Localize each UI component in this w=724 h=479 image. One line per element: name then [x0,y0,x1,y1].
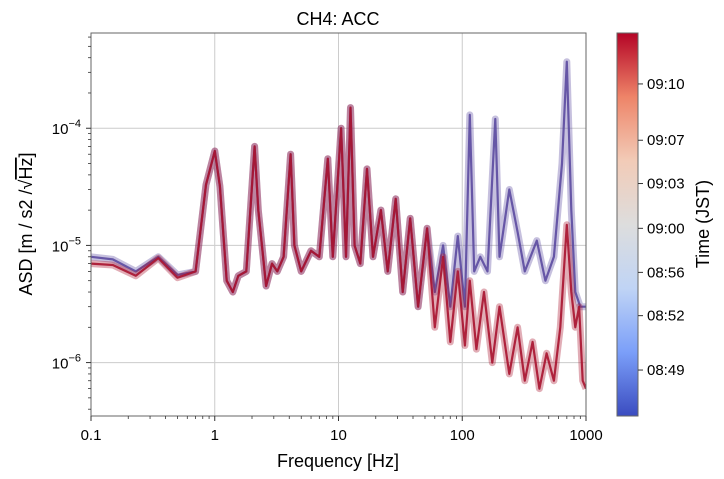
colorbar-ticks: 08:49 08:52 08:56 09:00 09:03 09:07 09:10 [638,76,685,379]
y-axis-label-radical: √ [16,179,36,189]
colorbar-label: Time (JST) [693,180,713,268]
x-tick-label: 100 [450,427,475,444]
colorbar-tick-label: 09:10 [647,76,685,93]
y-tick-exponent: −6 [68,353,81,365]
x-tick-label: 1 [211,427,219,444]
colorbar-tick-label: 08:52 [647,308,685,325]
colorbar-tick-label: 09:00 [647,220,685,237]
y-axis-label: ASD [m / s2 /√Hz] [16,153,36,296]
x-tick-label: 10 [330,427,347,444]
y-axis-label-unit: Hz [16,158,36,180]
colorbar-tick-label: 08:49 [647,362,685,379]
y-tick-label: 10−4 [52,118,81,138]
colorbar-tick-label: 08:56 [647,264,685,281]
x-tick-label: 0.1 [81,427,102,444]
colorbar [616,32,639,417]
data-series-group [91,58,586,393]
chart-title: CH4: ACC [296,9,379,29]
y-tick-base: 10 [52,356,69,373]
x-tick-label: 1000 [569,427,602,444]
y-tick-label: 10−6 [52,353,81,373]
colorbar-tick-label: 09:03 [647,176,685,193]
y-axis-label-suffix: ] [16,153,36,158]
colorbar-tick-label: 09:07 [647,132,685,149]
y-axis-label-prefix: ASD [m / s2 / [16,189,36,295]
y-tick-base: 10 [52,238,69,255]
y-tick-exponent: −4 [68,118,81,130]
series-line [91,106,586,390]
y-tick-exponent: −5 [68,235,81,247]
y-tick-base: 10 [52,121,69,138]
y-tick-label: 10−5 [52,235,81,255]
x-axis-label: Frequency [Hz] [277,451,399,471]
